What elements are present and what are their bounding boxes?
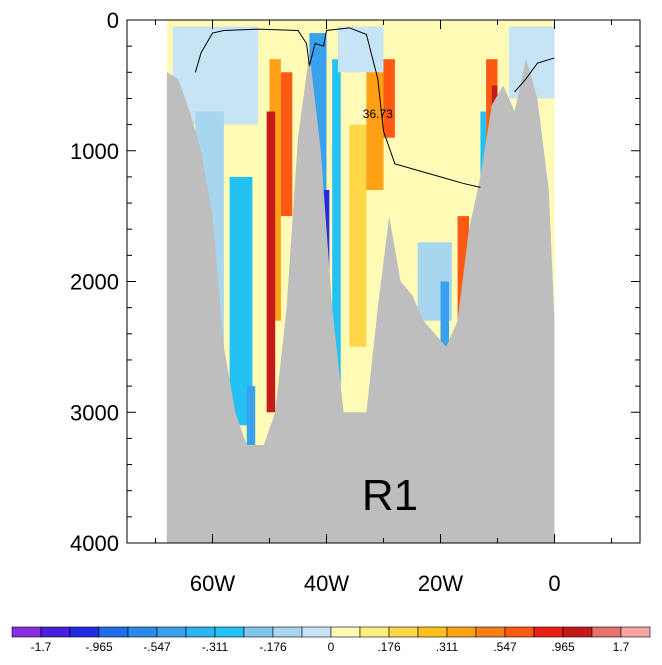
colorbar-label: 1.7 [613,640,630,654]
anomaly-patch [280,72,293,217]
panel-label: R1 [362,471,418,520]
colorbar-box [185,626,216,638]
colorbar-box [214,626,245,638]
y-tick-label: 4000 [70,531,119,556]
colorbar-box [69,626,100,638]
colorbar-box [446,626,477,638]
colorbar-label: .965 [551,640,575,654]
y-tick-label: 2000 [70,270,119,295]
anomaly-patch [457,216,469,321]
colorbar-box [301,626,332,638]
anomaly-patch [349,124,367,347]
colorbar-box [359,626,390,638]
colorbar-label: -.547 [143,640,171,654]
x-tick-label: 20W [418,571,463,596]
contour-line [514,57,555,93]
colorbar-box [330,626,361,638]
colorbar-box [243,626,274,638]
colorbar: -1.7 -.965 -.547 -.311 -.176 0 .176 .311 .547 .96… [11,626,651,654]
anomaly-patch [229,176,253,426]
colorbar-label: .547 [493,640,517,654]
x-tick-label: 60W [190,571,235,596]
colorbar-box [11,626,42,638]
colorbar-box [562,626,593,638]
colorbar-label: .311 [436,640,459,654]
colorbar-box [156,626,187,638]
colorbar-box [127,626,158,638]
anomaly-patch [332,59,341,413]
colorbar-box [620,626,651,638]
anomaly-patch [366,72,384,190]
colorbar-box [475,626,506,638]
colorbar-box [388,626,419,638]
axes: 0 1000 2000 3000 4000 60W 40W 20W 0 [70,8,641,596]
colorbar-box [591,626,622,638]
y-tick-label: 1000 [70,139,119,164]
y-tick-label: 0 [107,8,119,33]
x-tick-label: 0 [548,571,560,596]
anomaly-patch [246,386,256,445]
colorbar-label: -.965 [85,640,113,654]
colorbar-label: -.311 [202,640,229,654]
colorbar-box [533,626,564,638]
anomaly-patch [383,59,395,138]
y-tick-label: 3000 [70,400,119,425]
seafloor [166,52,555,543]
colorbar-label: -1.7 [31,640,52,654]
colorbar-box [272,626,303,638]
contour-label: 36.73 [363,107,393,121]
anomaly-patch [266,111,276,413]
plot-area: 36.73 [166,20,555,543]
colorbar-label: 0 [328,640,335,654]
anomaly-patch [269,59,281,321]
anomaly-patch [337,26,384,73]
colorbar-box [40,626,71,638]
colorbar-label: .176 [377,640,401,654]
colorbar-box [98,626,129,638]
anomaly-patch [440,281,450,347]
contour-line [194,27,481,188]
colorbar-label: -.176 [259,640,287,654]
colorbar-box [417,626,448,638]
x-tick-label: 40W [304,571,349,596]
colorbar-box [504,626,535,638]
